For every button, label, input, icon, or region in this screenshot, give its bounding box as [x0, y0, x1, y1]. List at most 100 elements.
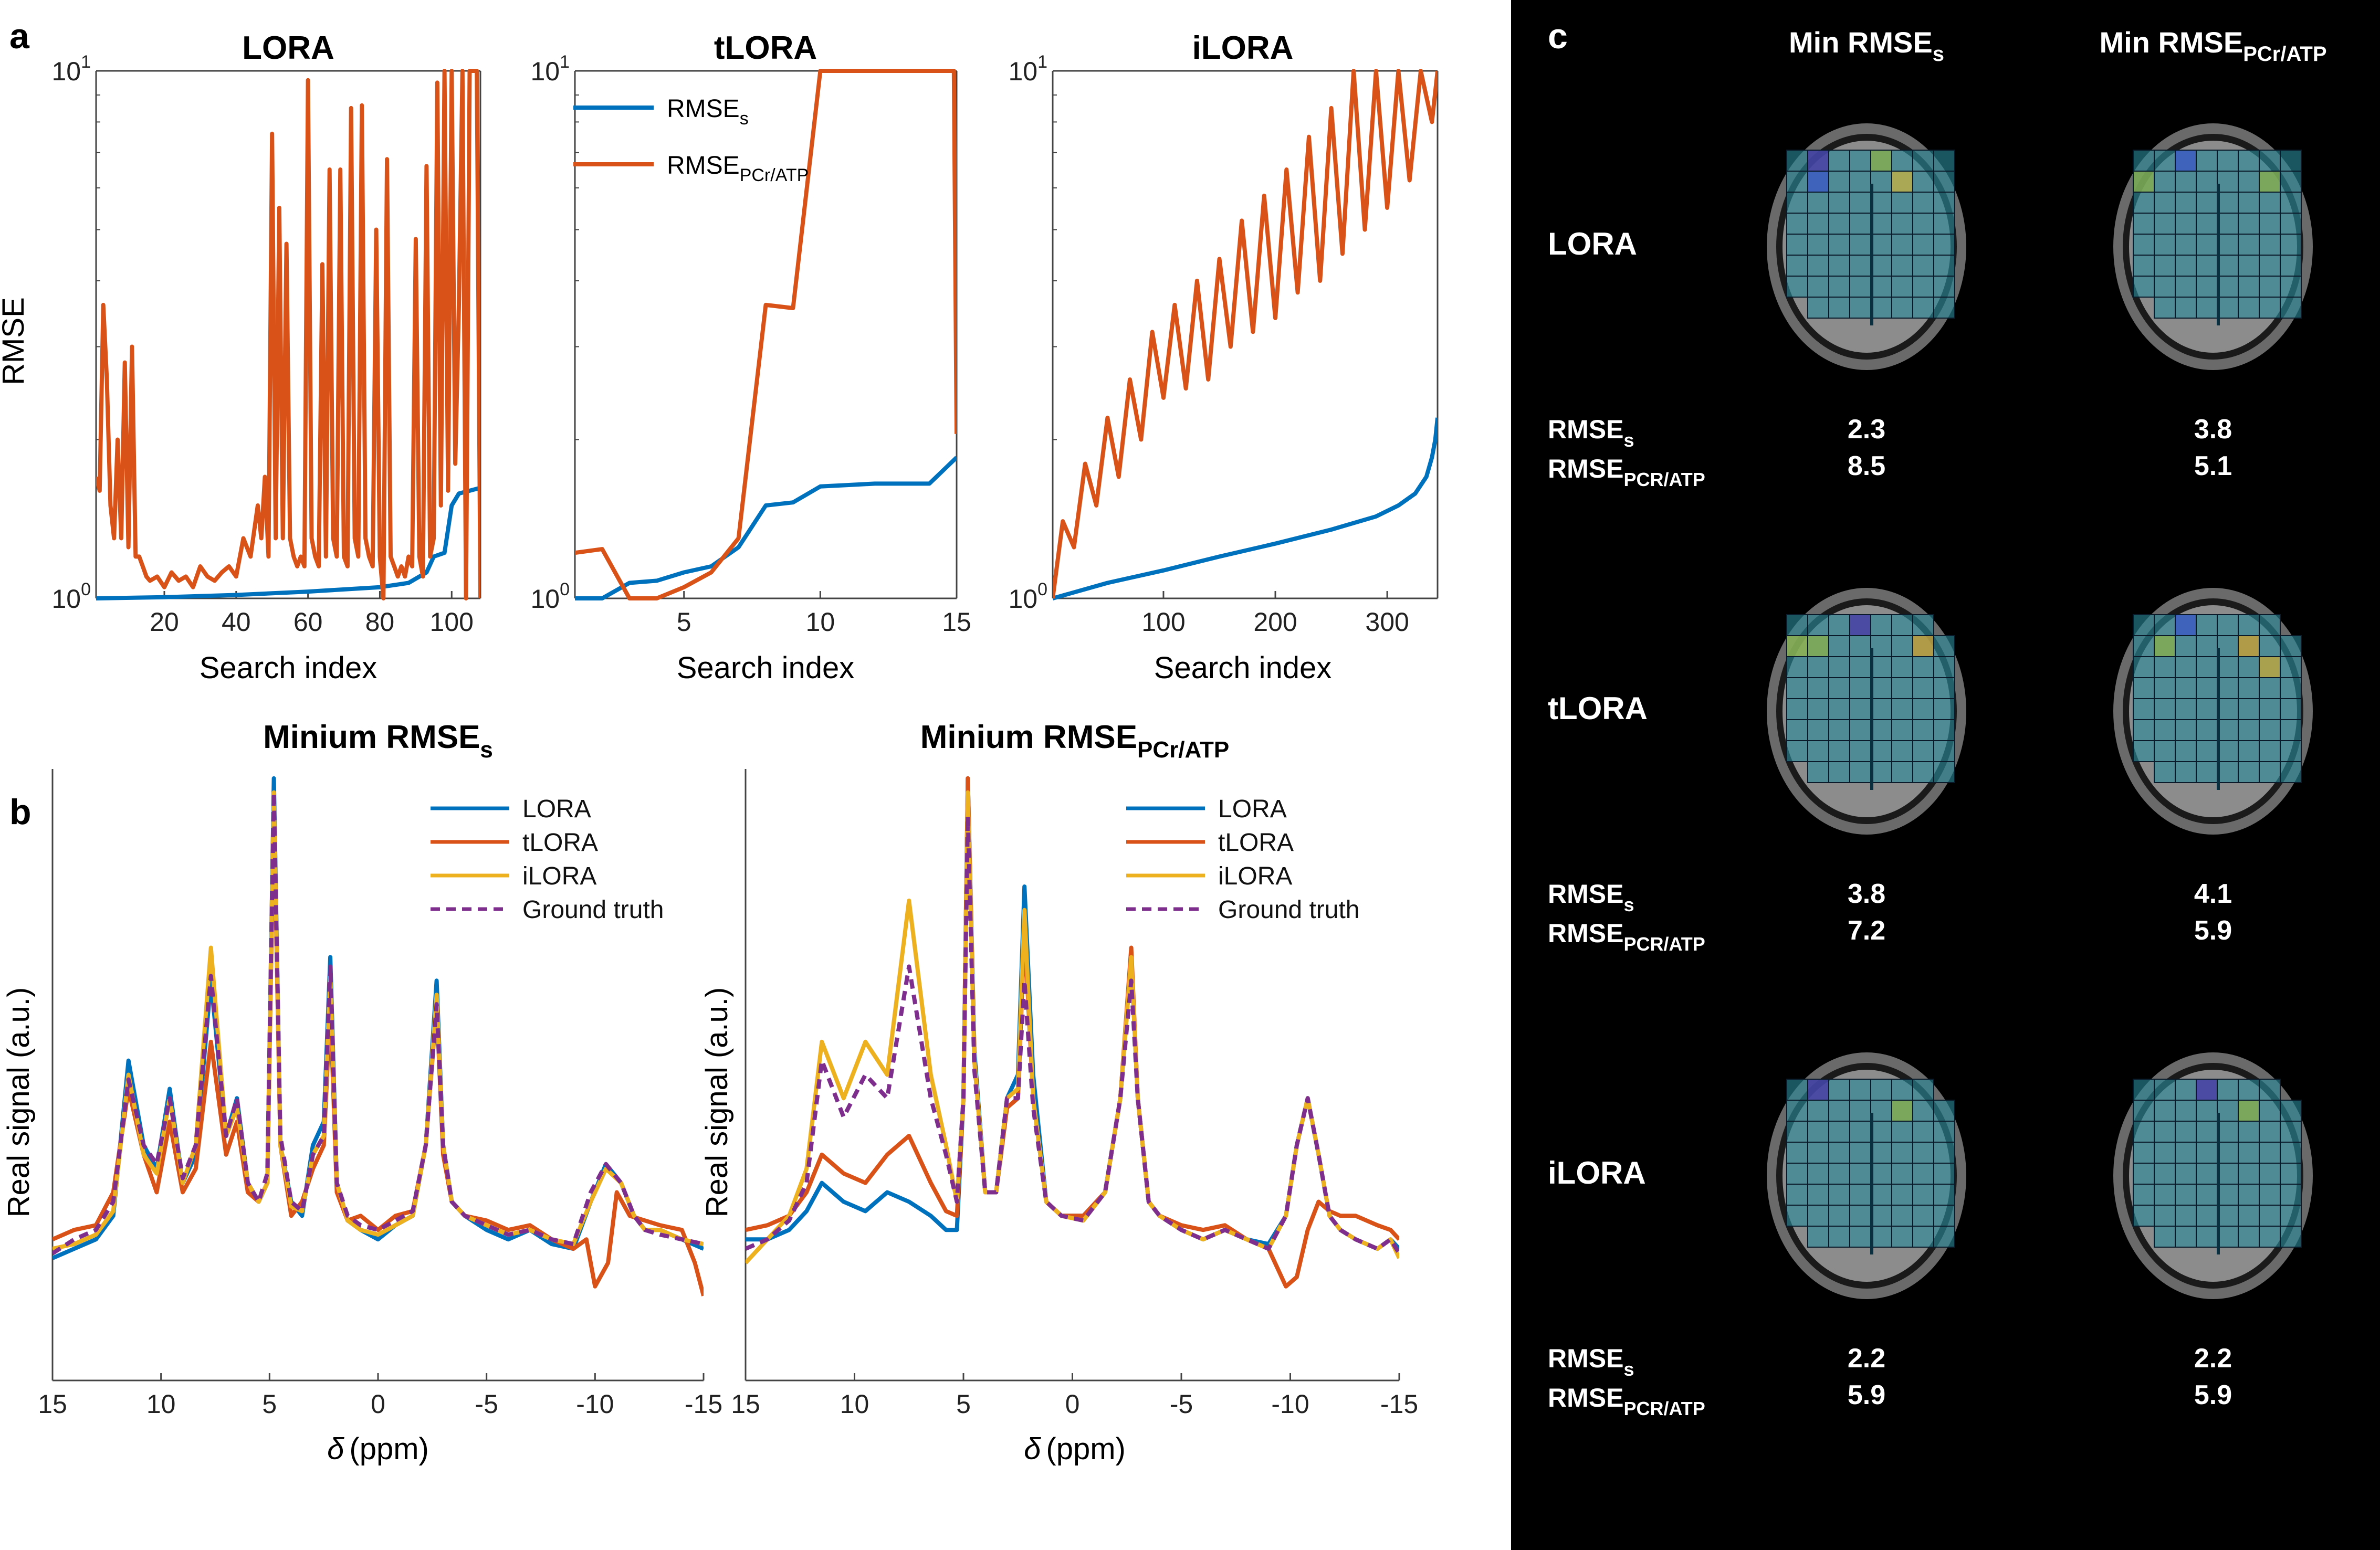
voxel: [1891, 761, 1913, 783]
metric-label-rmse-pcr: RMSEPCR/ATP: [1548, 919, 1705, 955]
voxel: [2259, 719, 2281, 741]
voxel: [2238, 656, 2260, 678]
x-tick-label: 300: [1365, 607, 1409, 637]
series-line-rmse-s: [96, 486, 480, 600]
voxel: [1912, 614, 1934, 636]
voxel: [2280, 677, 2302, 699]
voxel: [2238, 297, 2260, 319]
legend-label: tLORA: [522, 829, 598, 857]
voxel: [1786, 677, 1808, 699]
voxel: [1849, 1184, 1871, 1206]
voxel: [1933, 234, 1955, 256]
legend-b1: LORA tLORA iLORA Ground truth: [431, 795, 664, 924]
voxel: [2133, 614, 2155, 636]
voxel: [1786, 171, 1808, 193]
voxel: [2238, 719, 2260, 741]
voxel: [2133, 1079, 2155, 1101]
y-axis-label: RMSE: [0, 297, 30, 385]
legend-label-rmse-pcr: RMSEPCr/ATP: [667, 152, 809, 185]
voxel: [2175, 740, 2197, 762]
voxel: [1828, 1142, 1850, 1164]
voxel: [1933, 656, 1955, 678]
voxel: [2196, 740, 2218, 762]
voxel: [2154, 1205, 2176, 1227]
voxel: [2217, 297, 2239, 319]
legend-b2: LORA tLORA iLORA Ground truth: [1126, 795, 1359, 924]
voxel: [1933, 276, 1955, 298]
voxel: [2238, 1121, 2260, 1143]
voxel: [1870, 1226, 1892, 1248]
voxel: [1786, 255, 1808, 277]
voxel-highlight: [2196, 1079, 2218, 1101]
voxel: [2280, 234, 2302, 256]
voxel: [2196, 761, 2218, 783]
voxel: [2154, 255, 2176, 277]
voxel: [2217, 761, 2239, 783]
voxel: [1891, 1079, 1913, 1101]
row-label-tlora: tLORA: [1548, 691, 1648, 726]
voxel: [2217, 1142, 2239, 1164]
value-lora-min-s-rmse-s: 2.3: [1848, 414, 1885, 445]
voxel: [1849, 1121, 1871, 1143]
voxel: [1849, 1079, 1871, 1101]
voxel: [1807, 192, 1829, 214]
voxel: [1912, 234, 1934, 256]
voxel-highlight: [1807, 1079, 1829, 1101]
voxel: [2175, 297, 2197, 319]
voxel: [1891, 297, 1913, 319]
metric-label-rmse-pcr: RMSEPCR/ATP: [1548, 454, 1705, 490]
voxel: [2133, 740, 2155, 762]
voxel: [2175, 1163, 2197, 1185]
value-ilora-min-s-rmse-pcr: 5.9: [1848, 1380, 1885, 1410]
voxel: [2196, 1205, 2218, 1227]
voxel: [2259, 614, 2281, 636]
voxel: [1786, 698, 1808, 720]
voxel: [1786, 740, 1808, 762]
series-b1: [53, 776, 704, 1296]
series-b2: [746, 776, 1399, 1289]
voxel: [2154, 1100, 2176, 1122]
voxel: [2154, 1226, 2176, 1248]
voxel: [1849, 297, 1871, 319]
voxel: [2175, 1226, 2197, 1248]
voxel: [2280, 656, 2302, 678]
voxel: [2196, 213, 2218, 235]
legend-label-rmse-s: RMSEs: [667, 95, 749, 129]
voxel: [1870, 171, 1892, 193]
voxel: [2217, 719, 2239, 741]
voxel: [1849, 1100, 1871, 1122]
series-line-ground-truth: [53, 790, 704, 1256]
voxel: [2154, 1163, 2176, 1185]
voxel: [2175, 171, 2197, 193]
x-tick-label: -5: [1170, 1389, 1193, 1419]
voxel: [2238, 677, 2260, 699]
voxel: [2175, 192, 2197, 214]
voxel: [1891, 1163, 1913, 1185]
voxel: [1933, 255, 1955, 277]
voxel: [1933, 1121, 1955, 1143]
voxel: [1912, 213, 1934, 235]
voxel: [2280, 1163, 2302, 1185]
voxel: [1870, 255, 1892, 277]
voxel: [2196, 1184, 2218, 1206]
voxel: [2133, 192, 2155, 214]
voxel: [1912, 677, 1934, 699]
voxel: [2280, 171, 2302, 193]
voxel: [2259, 1184, 2281, 1206]
y-tick-label: 101: [1008, 52, 1047, 86]
voxel: [1786, 1205, 1808, 1227]
value-lora-min-pcr-rmse-pcr: 5.1: [2194, 451, 2232, 481]
voxel: [1849, 656, 1871, 678]
chart-a3: iLORA 100 200 300 100 101 Search index: [1008, 30, 1439, 685]
voxel: [1828, 192, 1850, 214]
voxel: [1828, 276, 1850, 298]
voxel: [1870, 677, 1892, 699]
voxel: [1849, 740, 1871, 762]
voxel: [2217, 740, 2239, 762]
voxel: [1891, 1121, 1913, 1143]
voxel: [2259, 297, 2281, 319]
voxel: [2280, 255, 2302, 277]
voxel: [1807, 1163, 1829, 1185]
voxel: [2217, 1121, 2239, 1143]
voxel: [2259, 1100, 2281, 1122]
